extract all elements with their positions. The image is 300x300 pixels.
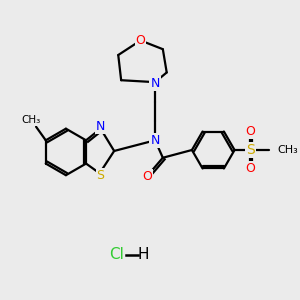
Text: CH₃: CH₃ bbox=[277, 145, 298, 155]
Text: CH₃: CH₃ bbox=[22, 115, 41, 125]
Text: O: O bbox=[245, 162, 255, 175]
Text: N: N bbox=[150, 134, 160, 147]
Text: O: O bbox=[142, 170, 152, 183]
Text: O: O bbox=[245, 125, 255, 138]
Text: H: H bbox=[138, 247, 149, 262]
Text: Cl: Cl bbox=[109, 247, 124, 262]
Text: N: N bbox=[96, 120, 105, 133]
Text: S: S bbox=[97, 169, 105, 182]
Text: S: S bbox=[246, 143, 254, 157]
Text: N: N bbox=[150, 76, 160, 90]
Text: O: O bbox=[136, 34, 146, 47]
